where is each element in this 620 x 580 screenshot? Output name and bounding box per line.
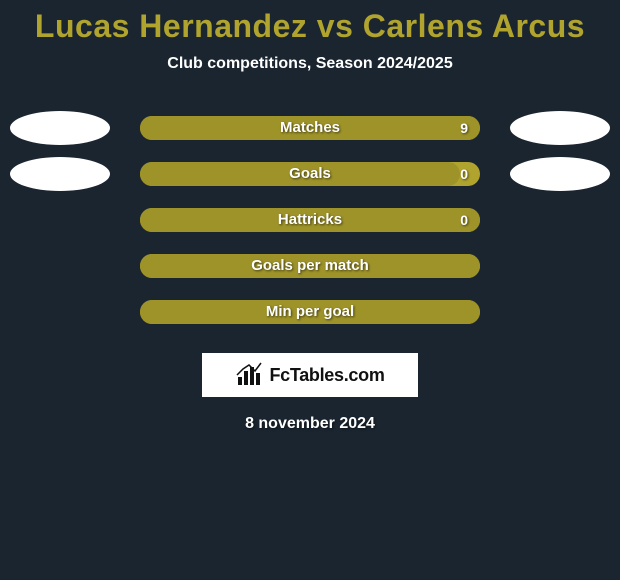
stat-bar: Goals per match <box>140 254 480 278</box>
stat-row: Goals0 <box>0 151 620 197</box>
stat-bar-fill <box>140 162 460 186</box>
team-badge-left <box>10 111 110 145</box>
stat-bar: Hattricks0 <box>140 208 480 232</box>
stat-bar: Goals0 <box>140 162 480 186</box>
barchart-icon <box>235 361 263 389</box>
team-badge-right <box>510 157 610 191</box>
stat-bar-fill <box>140 254 480 278</box>
page-title: Lucas Hernandez vs Carlens Arcus <box>0 0 620 45</box>
stat-bar-fill <box>140 116 480 140</box>
stat-bar-fill <box>140 300 480 324</box>
stat-row: Min per goal <box>0 289 620 335</box>
stat-row: Goals per match <box>0 243 620 289</box>
stat-bar-fill <box>140 208 480 232</box>
comparison-widget: Lucas Hernandez vs Carlens Arcus Club co… <box>0 0 620 580</box>
date-label: 8 november 2024 <box>0 415 620 433</box>
logo-text: FcTables.com <box>269 365 384 386</box>
team-badge-left <box>10 157 110 191</box>
stat-row: Matches9 <box>0 105 620 151</box>
team-badge-right <box>510 111 610 145</box>
stat-rows: Matches9 Goals0 Hattricks0 Goals per match M… <box>0 105 620 335</box>
stat-bar: Min per goal <box>140 300 480 324</box>
logo-box: FcTables.com <box>202 353 418 397</box>
stat-bar: Matches9 <box>140 116 480 140</box>
page-subtitle: Club competitions, Season 2024/2025 <box>0 55 620 73</box>
stat-row: Hattricks0 <box>0 197 620 243</box>
